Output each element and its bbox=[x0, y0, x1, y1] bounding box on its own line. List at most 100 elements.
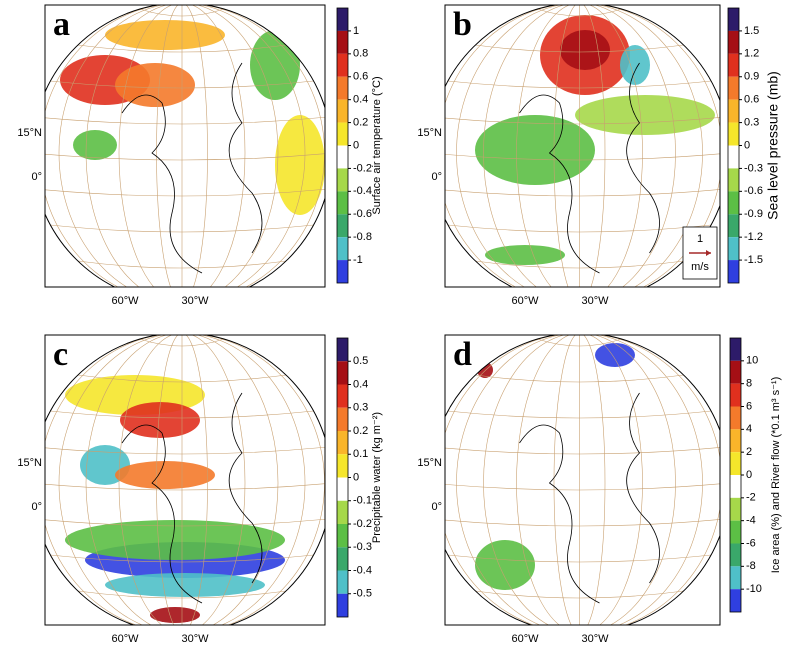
field-patch bbox=[275, 115, 325, 215]
coastline bbox=[626, 62, 660, 254]
parallel bbox=[537, 8, 622, 17]
globe bbox=[45, 5, 325, 287]
colorbar-segment bbox=[730, 360, 741, 384]
colorbar-segment bbox=[730, 429, 741, 453]
colorbar-segment bbox=[337, 191, 348, 215]
parallel bbox=[50, 80, 314, 89]
colorbar-segment bbox=[337, 477, 348, 501]
meridian bbox=[553, 335, 606, 625]
colorbar-tick-label: 0.2 bbox=[353, 116, 368, 128]
lat-label: 15°N bbox=[17, 127, 42, 139]
parallel bbox=[45, 446, 325, 455]
colorbar-segment bbox=[337, 431, 348, 455]
parallel bbox=[139, 8, 225, 17]
colorbar-tick-label: 0.6 bbox=[353, 71, 368, 83]
panel-frame bbox=[444, 334, 721, 626]
meridian bbox=[516, 335, 643, 625]
vector-key-value: 1 bbox=[697, 233, 703, 245]
colorbar-tick-label: -0.5 bbox=[353, 588, 372, 600]
meridian bbox=[156, 5, 208, 287]
field-patch bbox=[560, 30, 610, 70]
meridian bbox=[456, 335, 703, 625]
meridian bbox=[118, 5, 246, 287]
parallel bbox=[77, 260, 287, 269]
colorbar-segment bbox=[337, 454, 348, 478]
parallel bbox=[475, 260, 684, 269]
colorbar-segment bbox=[337, 168, 348, 192]
globe bbox=[445, 335, 720, 625]
colorbar-tick-label: 0.8 bbox=[353, 48, 368, 60]
parallel bbox=[447, 410, 712, 419]
colorbar-segment bbox=[337, 547, 348, 571]
colorbar-title: Surface air temperature (°C) bbox=[371, 76, 383, 214]
colorbar-tick-label: -0.2 bbox=[353, 518, 372, 530]
parallel bbox=[445, 116, 720, 125]
meridian bbox=[516, 5, 643, 287]
colorbar-tick-label: -0.1 bbox=[353, 495, 372, 507]
colorbar-tick-label: 0.1 bbox=[353, 448, 368, 460]
parallel bbox=[447, 224, 712, 233]
panel-letter: a bbox=[53, 6, 70, 43]
colorbar-segment bbox=[337, 260, 348, 283]
parallel bbox=[45, 152, 325, 161]
parallel bbox=[445, 446, 720, 455]
coastline bbox=[519, 424, 600, 604]
colorbar-tick-label: 2 bbox=[746, 446, 752, 458]
coastline bbox=[121, 424, 203, 604]
colorbar-segment bbox=[337, 237, 348, 261]
coastline bbox=[228, 62, 263, 254]
colorbar-tick-label: -0.4 bbox=[353, 185, 372, 197]
parallel bbox=[445, 152, 720, 161]
colorbar-tick-label: 8 bbox=[746, 378, 752, 390]
colorbar-tick-label: 0 bbox=[746, 469, 752, 481]
field-patch bbox=[115, 461, 215, 489]
colorbar-segment bbox=[337, 30, 348, 54]
colorbar-segment bbox=[337, 570, 348, 594]
colorbar-tick-label: 0.4 bbox=[353, 378, 368, 390]
colorbar-tick-label: -0.3 bbox=[744, 162, 763, 174]
parallel bbox=[77, 44, 287, 53]
colorbar-segment bbox=[728, 191, 739, 215]
panel-frame bbox=[444, 4, 721, 288]
map-panel bbox=[445, 5, 720, 287]
lon-label: 60°W bbox=[111, 633, 139, 642]
colorbar-tick-label: 1.5 bbox=[744, 25, 759, 37]
colorbar-tick-label: -2 bbox=[746, 492, 756, 504]
colorbar-tick-label: 0.3 bbox=[353, 402, 368, 414]
parallel bbox=[445, 188, 720, 197]
parallel bbox=[77, 590, 287, 599]
colorbar-segment bbox=[728, 8, 739, 31]
lat-label: 0° bbox=[31, 171, 42, 183]
parallel bbox=[77, 374, 287, 383]
colorbar-tick-label: 0 bbox=[744, 139, 750, 151]
meridian bbox=[58, 5, 306, 287]
field-patch bbox=[595, 343, 635, 367]
colorbar-tick-label: -0.8 bbox=[353, 231, 372, 243]
field-patch bbox=[150, 607, 200, 623]
colorbar-segment bbox=[728, 237, 739, 261]
parallel bbox=[45, 518, 325, 527]
field-patch bbox=[475, 540, 535, 590]
meridian bbox=[156, 335, 208, 625]
lon-label: 30°W bbox=[581, 633, 609, 642]
field-patch bbox=[485, 245, 565, 265]
field-patch bbox=[105, 20, 225, 50]
colorbar-segment bbox=[730, 383, 741, 407]
lon-label: 60°W bbox=[111, 295, 139, 307]
panel-letter: b bbox=[453, 6, 472, 43]
colorbar-segment bbox=[337, 361, 348, 385]
colorbar-segment bbox=[728, 168, 739, 192]
panel-letter: c bbox=[53, 336, 68, 373]
colorbar-segment bbox=[337, 384, 348, 408]
colorbar-tick-label: 1 bbox=[353, 25, 359, 37]
parallel bbox=[445, 518, 720, 527]
colorbar-segment bbox=[337, 122, 348, 146]
colorbar-segment bbox=[730, 566, 741, 590]
parallel bbox=[475, 590, 684, 599]
colorbar-segment bbox=[728, 145, 739, 169]
colorbar-title: Precipitable water (kg m⁻²) bbox=[371, 412, 383, 543]
coastline bbox=[626, 392, 660, 584]
meridian bbox=[553, 5, 606, 287]
parallel bbox=[475, 44, 684, 53]
colorbar-segment bbox=[337, 593, 348, 617]
